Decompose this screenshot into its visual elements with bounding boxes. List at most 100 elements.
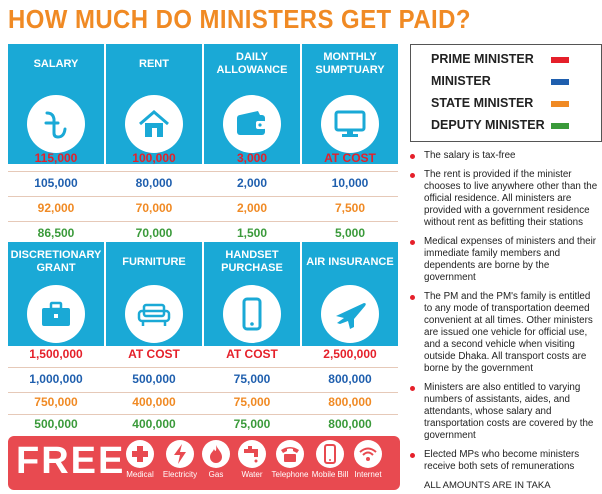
medical-cross-icon (132, 446, 148, 462)
top-r1-c1: 80,000 (135, 176, 173, 190)
top-r0-c0: 115,000 (34, 151, 78, 165)
bottom-r3-c3: 800,000 (328, 417, 372, 431)
free-item-label: Gas (208, 470, 224, 479)
note-item: The rent is provided if the minister cho… (406, 169, 600, 229)
bottom-r0-c0: 1,500,000 (29, 347, 83, 361)
header-daily-allowance: DAILY ALLOWANCE (204, 44, 300, 84)
salary-icon-panel (8, 84, 104, 164)
note-item: The PM and the PM's family is entitled t… (406, 291, 600, 375)
top-r1-c3: 10,000 (331, 176, 369, 190)
top-r2-c3: 7,500 (334, 201, 366, 215)
legend-swatch (551, 101, 569, 107)
legend-swatch (551, 57, 569, 63)
free-item-water: Water (232, 440, 272, 488)
rent-icon-panel (106, 84, 202, 164)
bottom-r1-c1: 500,000 (132, 372, 176, 386)
free-item-label: Electricity (162, 470, 198, 479)
sofa-icon (137, 303, 171, 326)
bottom-r2-c0: 750,000 (34, 395, 78, 409)
free-item-label: Mobile Bill (311, 470, 349, 479)
legend-label: DEPUTY MINISTER (431, 118, 545, 132)
bottom-r3-c1: 400,000 (132, 417, 176, 431)
top-r3-c0: 86,500 (37, 226, 75, 240)
top-r2-c1: 70,000 (135, 201, 173, 215)
legend-item-state-minister: STATE MINISTER (411, 93, 601, 115)
bottom-r0-c2: AT COST (226, 347, 278, 361)
free-item-internet: Internet (348, 440, 388, 488)
bottom-r0-c1: AT COST (128, 347, 180, 361)
bottom-r1-c0: 1,000,000 (29, 372, 83, 386)
lightning-icon (174, 444, 186, 464)
top-r0-c2: 3,000 (236, 151, 268, 165)
bottom-r1-c2: 75,000 (233, 372, 271, 386)
free-banner: FREE Medical Electricity Gas Water Telep… (8, 436, 400, 490)
legend-label: STATE MINISTER (431, 96, 534, 110)
top-r0-c3: AT COST (324, 151, 376, 165)
free-item-mobile-bill: Mobile Bill (310, 440, 350, 488)
free-label: FREE (16, 440, 126, 482)
legend-swatch (551, 123, 569, 129)
free-item-label: Internet (354, 470, 382, 479)
bottom-r2-c1: 400,000 (132, 395, 176, 409)
free-item-gas: Gas (196, 440, 236, 488)
top-r1-c0: 105,000 (34, 176, 78, 190)
legend-label: MINISTER (431, 74, 491, 88)
mobile-phone-icon (324, 444, 336, 464)
header-handset-purchase: HANDSET PURCHASE (204, 242, 300, 282)
briefcase-icon (42, 301, 70, 326)
legend: PRIME MINISTER MINISTER STATE MINISTER D… (410, 44, 602, 142)
free-item-telephone: Telephone (270, 440, 310, 488)
flame-icon (210, 445, 222, 463)
phone-icon (242, 297, 262, 331)
handset-icon-panel (204, 282, 300, 346)
legend-item-prime-minister: PRIME MINISTER (411, 49, 601, 71)
house-icon (139, 110, 169, 137)
airplane-icon (336, 303, 366, 329)
monthly-sumptuary-icon-panel (302, 84, 398, 164)
note-item: The salary is tax-free (406, 150, 600, 162)
wifi-icon (359, 447, 377, 461)
header-furniture: FURNITURE (106, 242, 202, 282)
header-monthly-sumptuary: MONTHLY SUMPTUARY (302, 44, 398, 84)
note-item: Ministers are also entitled to varying n… (406, 382, 600, 442)
note-item: Elected MPs who become ministers receive… (406, 449, 600, 473)
free-item-label: Telephone (271, 470, 309, 479)
free-item-electricity: Electricity (160, 440, 200, 488)
legend-label: PRIME MINISTER (431, 52, 534, 66)
header-discretionary-grant: DISCRETIONARY GRANT (8, 242, 104, 282)
top-r3-c1: 70,000 (135, 226, 173, 240)
daily-allowance-icon-panel (204, 84, 300, 164)
furniture-icon-panel (106, 282, 202, 346)
discretionary-icon-panel (8, 282, 104, 346)
air-insurance-icon-panel (302, 282, 398, 346)
top-r1-c2: 2,000 (236, 176, 268, 190)
wallet-icon (237, 111, 266, 135)
telephone-icon (281, 447, 299, 462)
top-r2-c2: 2,000 (236, 201, 268, 215)
page-title: HOW MUCH DO MINISTERS GET PAID? (8, 4, 471, 34)
bottom-r2-c3: 800,000 (328, 395, 372, 409)
bottom-r3-c2: 75,000 (233, 417, 271, 431)
header-air-insurance: AIR INSURANCE (302, 242, 398, 282)
faucet-icon (244, 446, 258, 463)
legend-item-minister: MINISTER (411, 71, 601, 93)
bottom-r3-c0: 500,000 (34, 417, 78, 431)
bottom-r0-c3: 2,500,000 (323, 347, 377, 361)
top-r3-c3: 5,000 (334, 226, 366, 240)
free-item-label: Water (241, 470, 263, 479)
bottom-r2-c2: 75,000 (233, 395, 271, 409)
legend-item-deputy-minister: DEPUTY MINISTER (411, 115, 601, 137)
legend-swatch (551, 79, 569, 85)
top-r0-c1: 100,000 (132, 151, 176, 165)
free-item-label: Medical (126, 470, 154, 479)
top-r3-c2: 1,500 (236, 226, 268, 240)
amounts-note: ALL AMOUNTS ARE IN TAKA (424, 480, 551, 491)
taka-icon (44, 111, 67, 139)
note-item: Medical expenses of ministers and their … (406, 236, 600, 284)
notes-list: The salary is tax-free The rent is provi… (406, 150, 600, 492)
bottom-r1-c3: 800,000 (328, 372, 372, 386)
header-salary: SALARY (8, 44, 104, 84)
monitor-icon (334, 110, 366, 137)
top-r2-c0: 92,000 (37, 201, 75, 215)
free-item-medical: Medical (120, 440, 160, 488)
